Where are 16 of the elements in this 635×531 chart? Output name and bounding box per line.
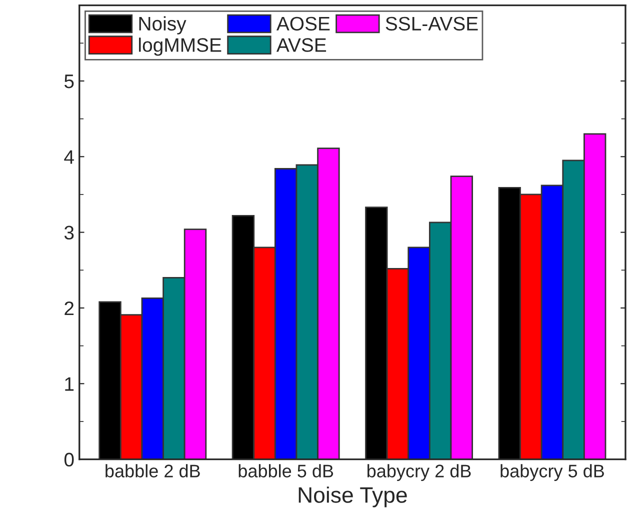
legend-label: SSL-AVSE (386, 16, 478, 31)
y-tick-label: 5 (64, 74, 74, 88)
x-tick-label: babycry 5 dB (500, 464, 604, 482)
x-tick-label: babble 5 dB (238, 464, 334, 478)
y-tick-label: 1 (65, 377, 74, 391)
x-axis-title: Noise Type (298, 486, 407, 508)
x-tick-label: babble 2 dB (106, 464, 200, 478)
legend-label: AVSE (276, 38, 326, 52)
legend-label: AOSE (276, 16, 330, 31)
y-tick-label: 0 (64, 452, 74, 467)
y-tick-label: 4 (64, 150, 74, 164)
x-tick-label: babycry 2 dB (368, 464, 471, 482)
y-tick-label: 2 (64, 301, 74, 316)
legend-label: logMMSE (139, 38, 222, 56)
y-tick-label: 3 (64, 226, 74, 240)
legend-label: Noisy (139, 16, 186, 34)
